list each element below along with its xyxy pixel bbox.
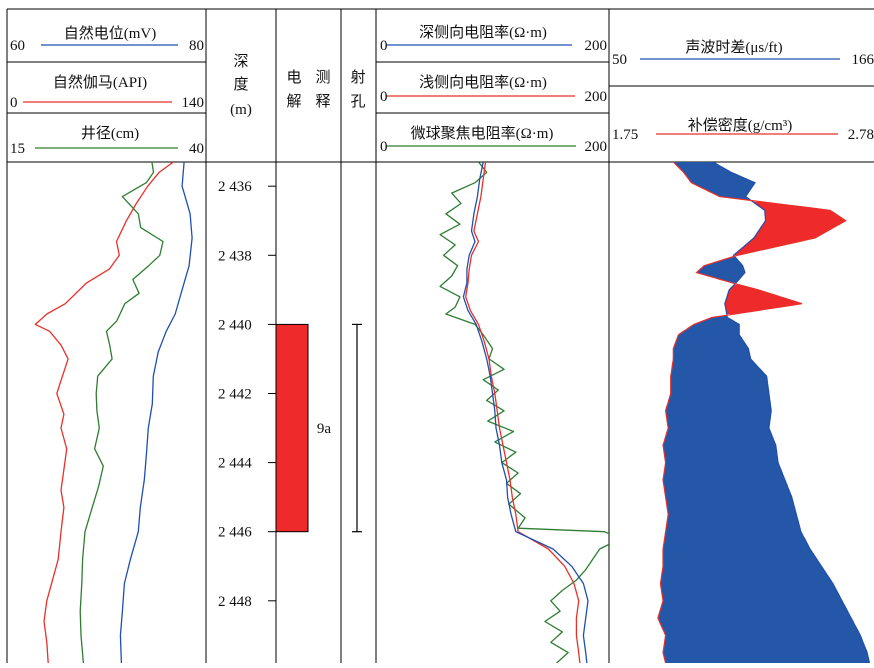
- interp-header: 电 测 解 释: [286, 69, 330, 110]
- track-2-curves: [440, 162, 620, 663]
- rd-curve: [463, 162, 588, 663]
- track2-curve-2-name: 微球聚焦电阻率(Ω·m): [411, 125, 554, 142]
- track1-curve-0-min: 60: [10, 38, 25, 54]
- track1-curve-2-min: 15: [10, 141, 25, 157]
- rs-curve: [466, 162, 580, 663]
- track3-curve-0-min: 50: [612, 52, 627, 68]
- track2-curve-0-max: 200: [585, 38, 608, 54]
- interp-header-char-2: 测: [315, 69, 330, 86]
- depth-header: 深 度 (m): [230, 53, 252, 118]
- track1-curve-0-name: 自然电位(mV): [64, 25, 157, 42]
- track-1-curves: [35, 162, 192, 663]
- track2-curve-0-name: 深侧向电阻率(Ω·m): [419, 24, 547, 41]
- track1-curve-1-min: 0: [10, 95, 18, 111]
- depth-label-3: 2 442: [218, 386, 252, 402]
- track3-curve-1-max: 2.78: [848, 127, 874, 143]
- depth-label-1: 2 438: [218, 248, 252, 264]
- crossover-fill-blue-2: [658, 316, 870, 663]
- track2-curve-2-max: 200: [585, 139, 608, 155]
- interp-header-char-3: 解: [286, 93, 301, 110]
- track2-curve-1-name: 浅侧向电阻率(Ω·m): [419, 74, 547, 91]
- track1-curve-2-name: 井径(cm): [81, 125, 139, 142]
- track-headers: 自然电位(mV) 60 80 自然伽马(API) 0 140 井径(cm) 15 40 深侧向电阻…: [10, 24, 874, 157]
- perf-header-char-2: 孔: [350, 93, 365, 110]
- depth-axis: 2 436 2 438 2 440 2 442 2 444 2 446 2 448: [218, 179, 276, 610]
- depth-label-4: 2 444: [218, 456, 252, 472]
- depth-label-0: 2 436: [218, 179, 252, 195]
- track1-curve-0-max: 80: [189, 38, 204, 54]
- track2-curve-1-min: 0: [380, 89, 388, 105]
- depth-header-line-1: 深: [233, 53, 248, 70]
- track3-curve-1-min: 1.75: [612, 127, 638, 143]
- interp-header-char-4: 释: [315, 93, 330, 110]
- track2-curve-1-max: 200: [585, 89, 608, 105]
- track1-curve-1-max: 140: [182, 95, 205, 111]
- gr-curve: [35, 162, 173, 663]
- interpretation-zone-label: 9a: [317, 421, 332, 437]
- depth-label-5: 2 446: [218, 525, 252, 541]
- perf-header-char-1: 射: [350, 69, 365, 86]
- depth-header-line-2: 度: [233, 76, 248, 93]
- track3-curve-0-name: 声波时差(μs/ft): [685, 38, 782, 56]
- perforation-track: [352, 324, 362, 531]
- interp-header-char-1: 电: [286, 69, 301, 86]
- track2-curve-2-min: 0: [380, 139, 388, 155]
- depth-label-2: 2 440: [218, 317, 252, 333]
- depth-header-line-3: (m): [230, 102, 252, 118]
- depth-label-6: 2 448: [218, 594, 252, 610]
- interpretation-zone-bar: [276, 324, 308, 531]
- track-3-curves: [658, 162, 870, 663]
- track3-curve-0-max: 166: [852, 52, 874, 68]
- msfl-curve: [440, 162, 620, 663]
- track1-curve-1-name: 自然伽马(API): [53, 74, 147, 91]
- track3-curve-1-name: 补偿密度(g/cm³): [688, 117, 792, 134]
- track2-curve-0-min: 0: [380, 38, 388, 54]
- interpretation-track: 9a: [276, 324, 331, 531]
- perf-header: 射 孔: [350, 69, 365, 110]
- track1-curve-2-max: 40: [189, 141, 204, 157]
